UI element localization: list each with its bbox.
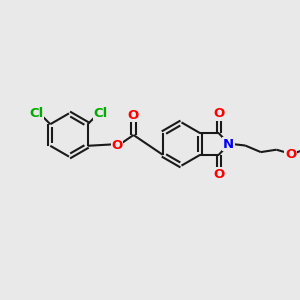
Text: O: O xyxy=(213,168,224,181)
Text: O: O xyxy=(213,107,224,120)
Text: O: O xyxy=(128,109,139,122)
Text: O: O xyxy=(111,139,123,152)
Text: O: O xyxy=(285,148,296,161)
Text: N: N xyxy=(223,137,234,151)
Text: Cl: Cl xyxy=(29,106,44,120)
Text: Cl: Cl xyxy=(94,106,108,120)
